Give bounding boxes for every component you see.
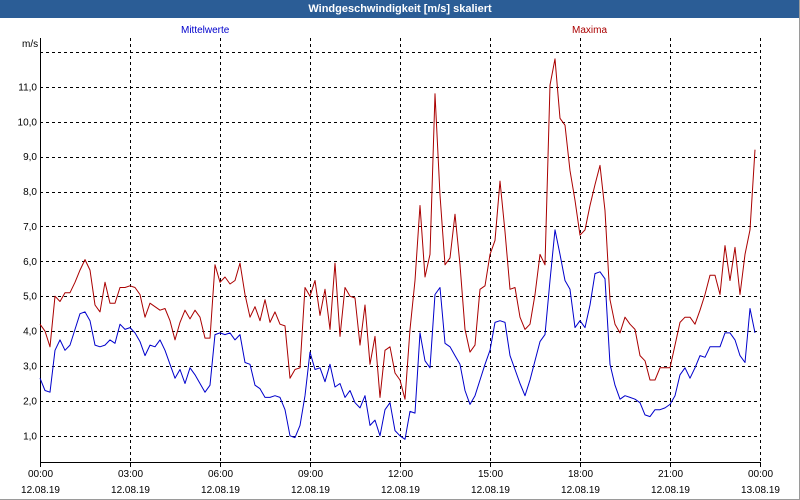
chart-title: Windgeschwindigkeit [m/s] skaliert (308, 3, 492, 15)
y-tick-label: 6,0 (23, 257, 37, 268)
x-tick-time-label: 12:00 (388, 469, 413, 480)
x-tick-date-label: 12.08.19 (21, 485, 60, 496)
legend-maxima: Maxima (572, 25, 608, 36)
axes (40, 38, 761, 467)
x-tick-date-label: 12.08.19 (651, 485, 690, 496)
x-tick-time-label: 03:00 (118, 469, 143, 480)
y-tick-label: 1,0 (23, 431, 37, 442)
y-tick-label: 4,0 (23, 327, 37, 338)
x-tick-time-label: 06:00 (208, 469, 233, 480)
x-tick-time-label: 09:00 (298, 469, 323, 480)
y-tick-label: 2,0 (23, 396, 37, 407)
x-tick-time-label: 15:00 (478, 469, 503, 480)
series-line-maxima (39, 58, 756, 400)
x-tick-date-label: 12.08.19 (111, 485, 150, 496)
x-tick-date-label: 13.08.19 (741, 485, 780, 496)
gridlines (40, 38, 761, 462)
x-tick-date-label: 12.08.19 (561, 485, 600, 496)
y-tick-label: 11,0 (18, 82, 37, 93)
x-tick-date-label: 12.08.19 (201, 485, 240, 496)
x-tick-time-label: 00:00 (748, 469, 773, 480)
y-tick-label: 5,0 (23, 292, 37, 303)
legend-mittelwerte: Mittelwerte (181, 25, 230, 36)
x-tick-time-label: 21:00 (658, 469, 683, 480)
y-tick-label: 8,0 (23, 187, 37, 198)
x-tick-time-label: 00:00 (28, 469, 53, 480)
series-line-mittelwerte (39, 229, 756, 440)
y-tick-label: 3,0 (23, 362, 37, 373)
title-bar: Windgeschwindigkeit [m/s] skaliert (0, 0, 799, 18)
y-tick-label: 9,0 (23, 152, 37, 163)
x-tick-date-label: 12.08.19 (291, 485, 330, 496)
x-tick-date-label: 12.08.19 (471, 485, 510, 496)
y-axis-unit-label: m/s (22, 39, 39, 50)
x-tick-date-label: 12.08.19 (381, 485, 420, 496)
y-tick-label: 7,0 (23, 222, 37, 233)
x-tick-time-label: 18:00 (568, 469, 593, 480)
y-tick-label: 10,0 (18, 117, 38, 128)
